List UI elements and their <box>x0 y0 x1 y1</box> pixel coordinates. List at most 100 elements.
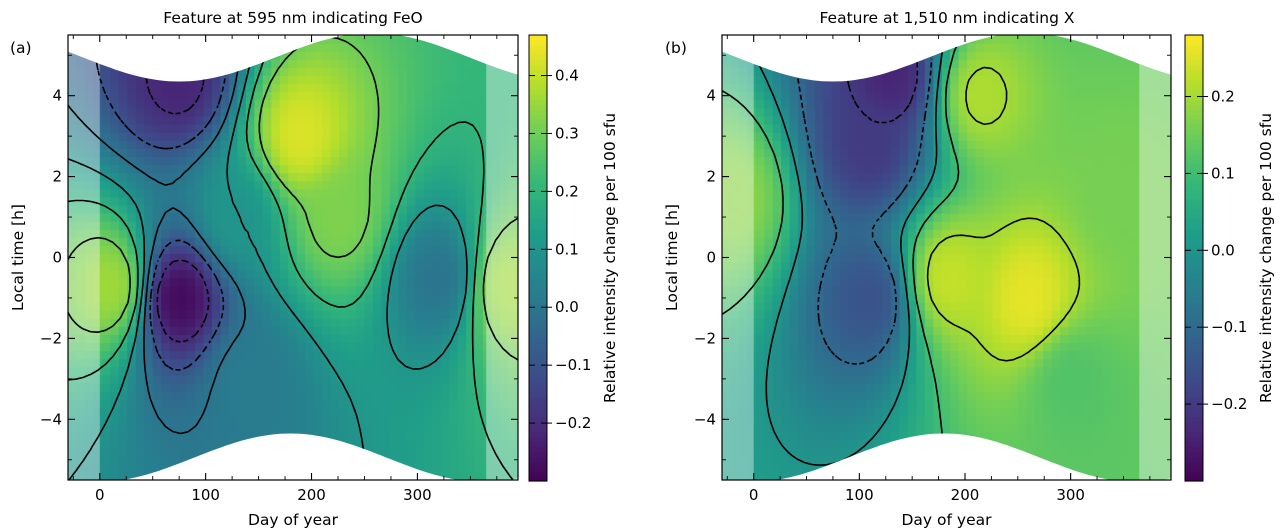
heatmap-cell <box>899 237 909 246</box>
heatmap-cell <box>423 237 433 246</box>
heatmap-cell <box>364 334 374 344</box>
heatmap-cell <box>483 148 493 157</box>
heatmap-cell <box>992 277 1002 287</box>
heatmap-cell <box>313 285 323 295</box>
heatmap-cell <box>755 261 765 271</box>
heatmap-cell <box>738 391 748 400</box>
heatmap-cell <box>958 253 968 263</box>
heatmap-cell <box>84 148 95 157</box>
heatmap-cell <box>76 156 86 166</box>
heatmap-cell <box>950 59 960 68</box>
heatmap-cell <box>84 358 95 368</box>
heatmap-cell <box>212 91 222 101</box>
heatmap-cell <box>262 213 272 222</box>
heatmap-cell <box>372 43 383 52</box>
heatmap-cell <box>237 132 247 141</box>
heatmap-cell <box>950 172 960 182</box>
heatmap-cell <box>730 164 740 174</box>
heatmap-cell <box>831 204 841 214</box>
heatmap-cell <box>891 382 901 392</box>
heatmap-cell <box>432 447 442 457</box>
heatmap-cell <box>161 318 171 327</box>
heatmap-cell <box>279 318 289 327</box>
heatmap-cell <box>924 196 934 206</box>
heatmap-cell <box>491 407 501 416</box>
heatmap-cell <box>347 164 357 174</box>
heatmap-cell <box>730 358 740 368</box>
heatmap-cell <box>381 115 391 125</box>
heatmap-cell <box>950 188 960 198</box>
heatmap-cell <box>76 83 86 93</box>
heatmap-cell <box>466 310 476 319</box>
heatmap-cell <box>449 382 459 392</box>
heatmap-cell <box>958 415 968 424</box>
heatmap-cell <box>195 115 205 125</box>
heatmap-cell <box>254 302 264 311</box>
heatmap-cell <box>76 99 86 109</box>
heatmap-cell <box>722 269 732 279</box>
heatmap-cell <box>916 75 926 85</box>
heatmap-cell <box>857 293 867 303</box>
heatmap-cell <box>865 229 875 238</box>
heatmap-cell <box>228 277 239 287</box>
heatmap-cell <box>423 156 433 166</box>
heatmap-cell <box>882 180 892 190</box>
heatmap-cell <box>381 277 391 287</box>
heatmap-cell <box>127 318 137 327</box>
heatmap-cell <box>262 164 272 174</box>
heatmap-cell <box>755 302 765 311</box>
heatmap-cell <box>237 261 247 271</box>
heatmap-cell <box>992 391 1002 400</box>
heatmap-cell <box>178 391 188 400</box>
heatmap-cell <box>755 91 765 101</box>
heatmap-cell <box>457 277 467 287</box>
heatmap-cell <box>941 399 951 408</box>
heatmap-cell <box>135 326 145 335</box>
heatmap-cell <box>152 366 162 376</box>
heatmap-cell <box>967 326 977 335</box>
heatmap-cell <box>823 382 833 392</box>
heatmap-cell <box>857 415 867 424</box>
heatmap-cell <box>975 83 985 93</box>
heatmap-cell <box>68 115 78 125</box>
heatmap-cell <box>916 124 926 133</box>
heatmap-cell <box>967 229 977 238</box>
heatmap-cell <box>907 221 917 230</box>
heatmap-cell <box>169 261 179 271</box>
heatmap-cell <box>764 253 774 263</box>
heatmap-cell <box>831 277 841 287</box>
heatmap-cell <box>212 75 222 85</box>
heatmap-cell <box>941 277 951 287</box>
heatmap-cell <box>84 463 95 473</box>
heatmap-cell <box>848 172 858 182</box>
heatmap-cell <box>432 318 442 327</box>
heatmap-cell <box>237 358 247 368</box>
heatmap-cell <box>916 59 926 68</box>
heatmap-cell <box>840 213 850 222</box>
heatmap-cell <box>755 164 765 174</box>
heatmap-cell <box>296 156 306 166</box>
heatmap-cell <box>738 318 748 327</box>
heatmap-cell <box>161 115 171 125</box>
heatmap-cell <box>339 293 349 303</box>
heatmap-cell <box>440 463 450 473</box>
heatmap-cell <box>237 229 247 238</box>
heatmap-cell <box>127 99 137 109</box>
heatmap-cell <box>798 229 808 238</box>
heatmap-cell <box>93 245 103 255</box>
heatmap-cell <box>178 439 188 449</box>
heatmap-cell <box>178 196 188 206</box>
heatmap-cell <box>500 261 510 271</box>
heatmap-cell <box>730 99 740 109</box>
heatmap-cell <box>483 277 493 287</box>
heatmap-cell <box>798 245 808 255</box>
heatmap-cell <box>372 326 383 335</box>
heatmap-cell <box>975 245 985 255</box>
heatmap-cell <box>907 156 917 166</box>
heatmap-cell <box>857 318 867 327</box>
heatmap-cell <box>747 350 757 360</box>
heatmap-cell <box>271 342 281 352</box>
heatmap-cell <box>984 35 994 44</box>
heatmap-cell <box>381 318 391 327</box>
heatmap-cell <box>899 310 909 319</box>
